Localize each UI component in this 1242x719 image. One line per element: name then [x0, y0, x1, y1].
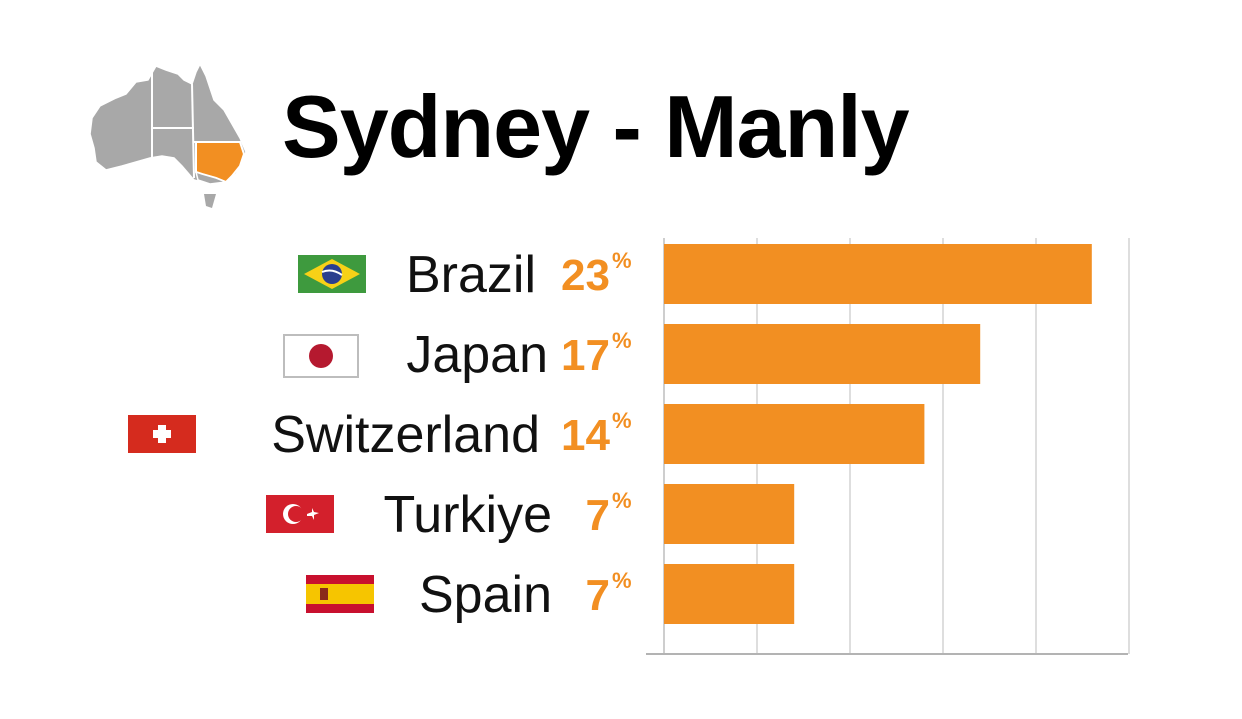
- switzerland-flag-icon: [128, 415, 196, 453]
- value-label: 14: [561, 411, 610, 460]
- value-label: 7: [586, 491, 610, 540]
- percent-sign: %: [612, 488, 632, 513]
- spain-flag-icon: [306, 575, 374, 613]
- category-label: Turkiye: [383, 486, 552, 544]
- category-label: Japan: [406, 326, 548, 384]
- percent-sign: %: [612, 328, 632, 353]
- bar-brazil: [664, 244, 1092, 304]
- percent-sign: %: [612, 408, 632, 433]
- bar-switzerland: [664, 404, 925, 464]
- category-label: Spain: [419, 566, 552, 624]
- brazil-flag-icon: [298, 255, 366, 293]
- percent-sign: %: [612, 568, 632, 593]
- australia-map-icon: [89, 62, 247, 208]
- value-label: 7: [586, 571, 610, 620]
- bar-turkiye: [664, 484, 795, 544]
- percent-sign: %: [612, 248, 632, 273]
- value-label: 17: [561, 331, 610, 380]
- japan-flag-icon: [283, 334, 359, 378]
- value-label: 23: [561, 251, 610, 300]
- bar-spain: [664, 564, 795, 624]
- turkey-flag-icon: [266, 495, 334, 533]
- category-label: Switzerland: [271, 406, 540, 464]
- chart-title: Sydney - Manly: [282, 77, 910, 176]
- category-label: Brazil: [406, 246, 536, 304]
- bar-japan: [664, 324, 981, 384]
